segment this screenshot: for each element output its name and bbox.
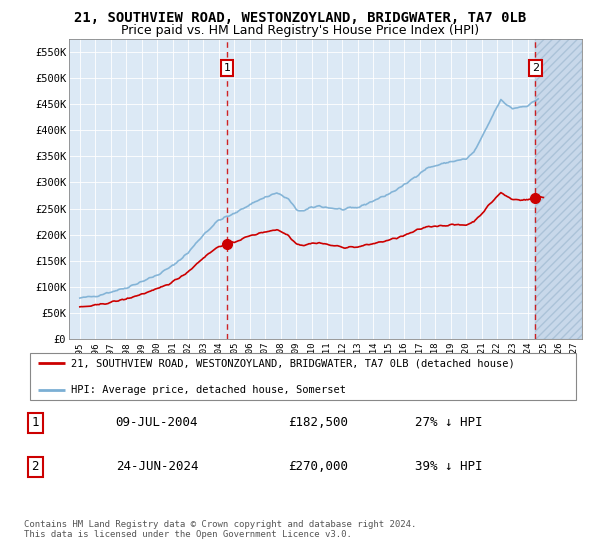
Text: HPI: Average price, detached house, Somerset: HPI: Average price, detached house, Some… bbox=[71, 385, 346, 395]
Text: 2: 2 bbox=[31, 460, 39, 473]
Text: 2: 2 bbox=[532, 63, 539, 73]
Bar bbox=[535, 39, 582, 339]
Text: Price paid vs. HM Land Registry's House Price Index (HPI): Price paid vs. HM Land Registry's House … bbox=[121, 24, 479, 36]
Text: £270,000: £270,000 bbox=[289, 460, 349, 473]
Text: 1: 1 bbox=[223, 63, 230, 73]
Bar bbox=[535, 39, 582, 339]
Text: 24-JUN-2024: 24-JUN-2024 bbox=[116, 460, 198, 473]
FancyBboxPatch shape bbox=[30, 353, 576, 400]
Text: 39% ↓ HPI: 39% ↓ HPI bbox=[415, 460, 482, 473]
Text: 21, SOUTHVIEW ROAD, WESTONZOYLAND, BRIDGWATER, TA7 0LB (detached house): 21, SOUTHVIEW ROAD, WESTONZOYLAND, BRIDG… bbox=[71, 358, 515, 368]
Text: 09-JUL-2004: 09-JUL-2004 bbox=[116, 416, 198, 430]
Text: £182,500: £182,500 bbox=[289, 416, 349, 430]
Text: 1: 1 bbox=[31, 416, 39, 430]
Text: 21, SOUTHVIEW ROAD, WESTONZOYLAND, BRIDGWATER, TA7 0LB: 21, SOUTHVIEW ROAD, WESTONZOYLAND, BRIDG… bbox=[74, 11, 526, 25]
Text: 27% ↓ HPI: 27% ↓ HPI bbox=[415, 416, 482, 430]
Text: Contains HM Land Registry data © Crown copyright and database right 2024.
This d: Contains HM Land Registry data © Crown c… bbox=[24, 520, 416, 539]
